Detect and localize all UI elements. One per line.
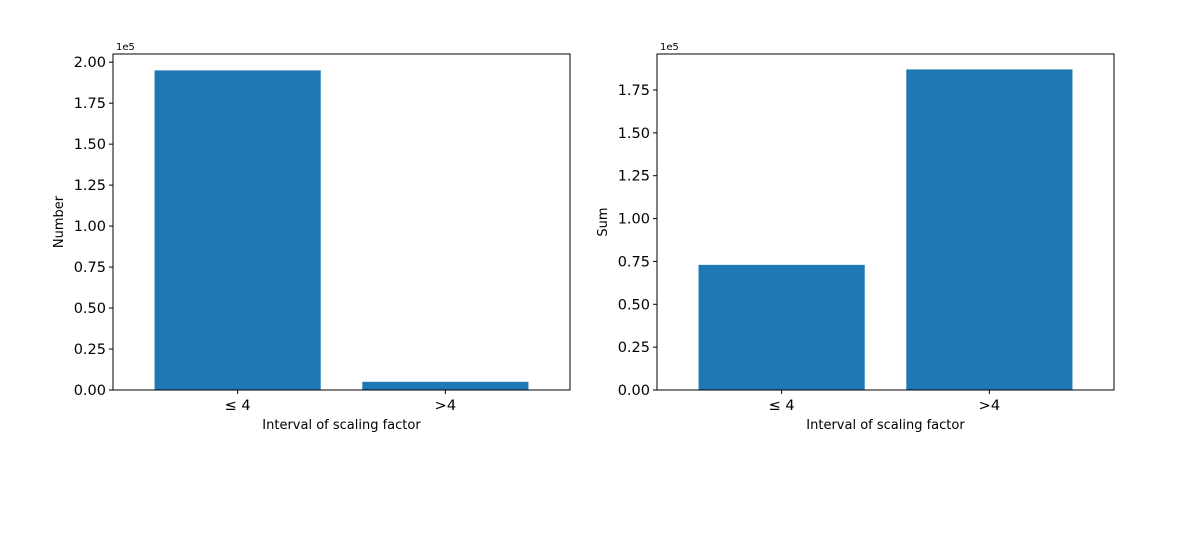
sum-offset-text: 1e5 <box>660 42 679 53</box>
number-y-tick-label: 0.50 <box>74 301 106 317</box>
number-y-axis-label: Number <box>52 195 67 248</box>
sum-x-ticks: ≤ 4 >4 <box>769 390 1000 414</box>
number-x-tick-label: >4 <box>435 398 456 414</box>
sum-y-tick-label: 0.00 <box>618 383 650 399</box>
number-y-ticks: 0.00 0.25 0.50 0.75 1.00 1.25 1.50 1.75 2.00 <box>74 55 113 399</box>
number-offset-text: 1e5 <box>116 42 135 53</box>
sum-x-tick-label: >4 <box>979 398 1000 414</box>
number-y-tick-label: 1.75 <box>74 96 106 112</box>
number-plot-frame <box>112 53 571 391</box>
number-bars <box>154 70 529 390</box>
sum-plot-frame <box>656 53 1115 391</box>
sum-y-tick-label: 1.75 <box>618 83 650 99</box>
number-x-tick-label: ≤ 4 <box>225 398 251 414</box>
number-y-tick-label: 2.00 <box>74 55 106 71</box>
number-y-tick-label: 1.00 <box>74 219 106 235</box>
number-y-tick-label: 1.25 <box>74 178 106 194</box>
sum-y-tick-label: 0.50 <box>618 297 650 313</box>
sum-bar-0 <box>698 264 865 390</box>
number-x-axis-label: Interval of scaling factor <box>262 418 421 433</box>
number-y-tick-label: 1.50 <box>74 137 106 153</box>
sum-bar-1 <box>906 69 1073 390</box>
number-y-tick-label: 0.00 <box>74 383 106 399</box>
number-y-tick-label: 0.25 <box>74 342 106 358</box>
number-chart: 0.00 0.25 0.50 0.75 1.00 1.25 1.50 1.75 2.00 ≤ 4… <box>52 42 571 433</box>
number-bar-0 <box>154 70 321 390</box>
number-y-tick-label: 0.75 <box>74 260 106 276</box>
sum-x-axis-label: Interval of scaling factor <box>806 418 965 433</box>
sum-y-axis-label: Sum <box>596 207 611 236</box>
sum-y-tick-label: 1.50 <box>618 126 650 142</box>
number-x-ticks: ≤ 4 >4 <box>225 390 456 414</box>
sum-x-tick-label: ≤ 4 <box>769 398 795 414</box>
sum-y-tick-label: 0.75 <box>618 254 650 270</box>
sum-y-tick-label: 1.25 <box>618 169 650 185</box>
sum-y-tick-label: 0.25 <box>618 340 650 356</box>
sum-chart: 0.00 0.25 0.50 0.75 1.00 1.25 1.50 1.75 ≤ 4 >4 1… <box>596 42 1115 433</box>
sum-y-tick-label: 1.00 <box>618 212 650 228</box>
sum-bars <box>698 69 1073 390</box>
number-bar-1 <box>362 381 529 390</box>
sum-y-ticks: 0.00 0.25 0.50 0.75 1.00 1.25 1.50 1.75 <box>618 83 657 399</box>
